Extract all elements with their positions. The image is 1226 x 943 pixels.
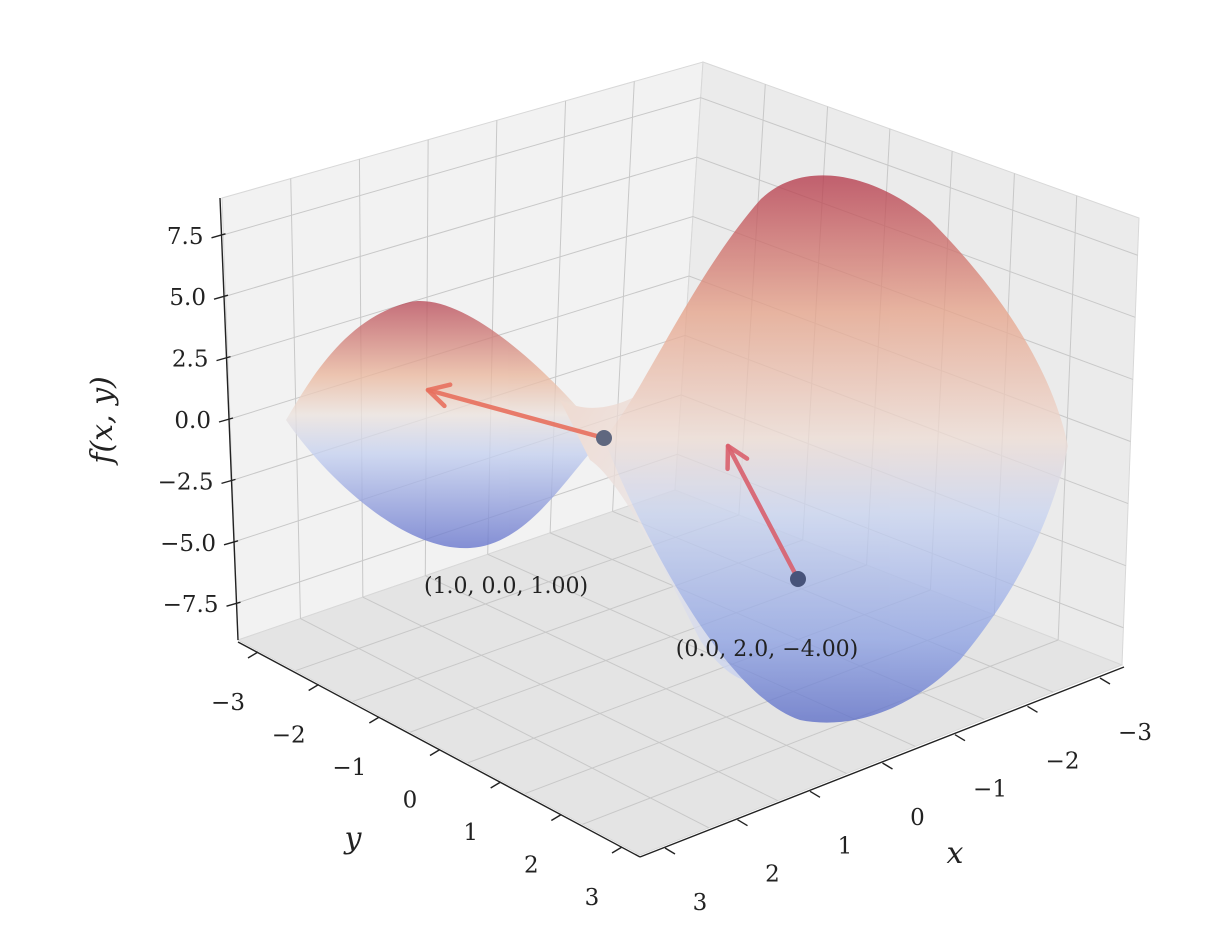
grid-line xyxy=(582,639,1059,825)
z-tick xyxy=(221,478,236,485)
grid-line xyxy=(425,575,847,775)
point-2 xyxy=(790,571,806,587)
x-tick-label: −3 xyxy=(1118,720,1152,746)
x-tick-label: −2 xyxy=(1046,748,1080,774)
y-tick-label: 1 xyxy=(463,820,478,846)
y-tick xyxy=(550,813,562,822)
y-tick-label: −3 xyxy=(211,690,245,716)
x-axis-title: x xyxy=(947,836,964,871)
z-tick xyxy=(216,355,231,362)
z-tick xyxy=(211,233,226,239)
grid-line xyxy=(362,596,778,802)
x-tick xyxy=(954,734,966,742)
y-tick-label: −1 xyxy=(332,755,366,781)
z-tick xyxy=(223,540,239,546)
z-tick xyxy=(226,601,241,607)
y-tick xyxy=(429,748,441,757)
gradient-arrow-1 xyxy=(425,382,607,441)
grid-line xyxy=(225,156,1136,318)
z-tick-label: −2.5 xyxy=(158,469,214,495)
x-axis-line xyxy=(639,666,1125,858)
y-tick xyxy=(308,683,320,692)
saddle-surface xyxy=(286,175,1068,723)
z-axis-title: f(x, y) xyxy=(85,376,120,465)
z-tick-label: 0.0 xyxy=(174,408,211,434)
surface-right-lobe xyxy=(604,175,1068,723)
x-tick xyxy=(1027,705,1038,713)
gradient-arrows xyxy=(425,382,801,582)
y-tick-label: 0 xyxy=(403,788,418,814)
point-marker-2 xyxy=(790,571,806,587)
y-tick xyxy=(490,781,502,789)
point-2-label: (0.0, 2.0, −4.00) xyxy=(676,637,859,662)
x-tick xyxy=(809,790,821,798)
point-1-label: (1.0, 0.0, 1.00) xyxy=(424,574,588,599)
x-tick xyxy=(1099,677,1111,685)
z-tick-group: 7.5 5.0 2.5 0.0 −2.5 −5.0 −7.5 xyxy=(158,224,241,618)
z-tick xyxy=(218,417,234,423)
x-tick-label: 1 xyxy=(838,833,853,859)
x-tick-label: 3 xyxy=(693,890,708,916)
y-tick-label: −2 xyxy=(272,723,306,749)
z-tick-label: −7.5 xyxy=(163,592,219,618)
y-tick-label: 2 xyxy=(524,853,539,879)
z-tick-label: 2.5 xyxy=(172,347,209,373)
x-tick-label: 2 xyxy=(765,862,780,888)
z-tick xyxy=(213,294,229,300)
x-tick-label: 0 xyxy=(910,805,925,831)
y-tick xyxy=(368,716,380,724)
x-tick-label: −1 xyxy=(973,777,1007,803)
z-tick-label: −5.0 xyxy=(160,531,216,557)
z-tick-label: 7.5 xyxy=(167,224,204,250)
x-tick-group: −3 −2 −1 0 1 2 3 xyxy=(664,677,1152,916)
y-tick xyxy=(611,846,623,854)
y-tick xyxy=(247,651,259,659)
gradient-arrow-2 xyxy=(725,443,801,582)
point-marker-1 xyxy=(596,430,612,446)
y-tick-label: 3 xyxy=(585,885,600,911)
x-tick xyxy=(882,762,893,770)
y-tick-group: −3 −2 −1 0 1 2 3 xyxy=(211,651,623,911)
point-1 xyxy=(596,430,612,446)
y-axis-title: y xyxy=(343,821,363,856)
grid-line xyxy=(300,618,710,829)
z-tick-label: 5.0 xyxy=(169,285,206,311)
grid-line xyxy=(223,97,1138,256)
x-tick xyxy=(664,847,676,855)
surface-left-lobe xyxy=(286,301,604,549)
x-tick xyxy=(737,819,748,827)
